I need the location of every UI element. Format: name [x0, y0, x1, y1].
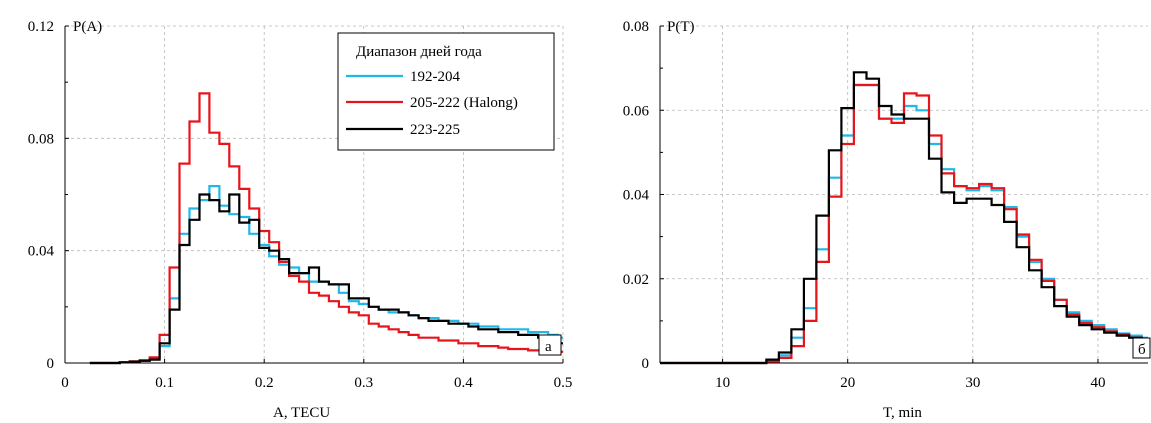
- panel-label-b: б: [1132, 337, 1151, 359]
- y-axis-label-a: P(A): [73, 19, 102, 35]
- panel-label-box-b: [1132, 337, 1151, 359]
- grid-b: [660, 25, 1148, 363]
- chart-panel-a: 0 0.1 0.2 0.3 0.4 0.5 0 0.04 0.08 0.12 P(A) A, TE…: [28, 19, 573, 421]
- tick-labels-a: 0 0.1 0.2 0.3 0.4 0.5 0 0.04 0.08 0.12: [28, 19, 573, 391]
- legend-label-223-225: 223-225: [410, 122, 460, 138]
- x-tick-label: 40: [1090, 375, 1105, 391]
- legend-box: [337, 32, 555, 151]
- series-line-192-204: [89, 185, 563, 365]
- x-tick-label: 0.2: [255, 375, 274, 391]
- series-line-205-222: [89, 92, 563, 365]
- series-lines-a: [89, 92, 563, 365]
- series-lines-b: [660, 71, 1148, 365]
- series-line-223-225: [660, 71, 1148, 365]
- tick-labels-b: 10 20 30 40 0 0.02 0.04 0.06 0.08: [623, 19, 1106, 391]
- x-axis-label-a: A, TECU: [273, 405, 330, 421]
- panel-label-a: а: [538, 334, 562, 356]
- y-axis-label-b: P(T): [667, 19, 695, 35]
- legend-label-192-204: 192-204: [410, 69, 460, 85]
- x-tick-label: 0.5: [554, 375, 573, 391]
- legend-label-205-222: 205-222 (Halong): [410, 95, 518, 111]
- y-tick-label: 0.08: [623, 19, 649, 35]
- x-tick-label: 0.1: [155, 375, 174, 391]
- y-tick-label: 0.04: [623, 188, 650, 204]
- legend-title: Диапазон дней года: [356, 44, 482, 60]
- series-line-205-222: [660, 83, 1148, 365]
- legend: Диапазон дней года 192-204 205-222 (Halo…: [337, 32, 555, 151]
- x-tick-label: 0: [61, 375, 69, 391]
- x-tick-label: 20: [840, 375, 855, 391]
- panel-label-text-b: б: [1138, 342, 1146, 358]
- chart-panel-b: 10 20 30 40 0 0.02 0.04 0.06 0.08 P(T) T, min б: [623, 19, 1151, 421]
- x-tick-label: 0.3: [354, 375, 373, 391]
- y-tick-label: 0.08: [28, 131, 54, 147]
- panel-label-text-a: а: [545, 339, 552, 355]
- y-tick-label: 0.06: [623, 103, 650, 119]
- x-tick-label: 10: [715, 375, 730, 391]
- x-tick-label: 0.4: [454, 375, 473, 391]
- y-tick-label: 0: [47, 356, 55, 372]
- panel-label-box-a: [538, 334, 562, 356]
- y-tick-label: 0.12: [28, 19, 54, 35]
- y-tick-label: 0.02: [623, 272, 649, 288]
- y-tick-label: 0: [642, 356, 650, 372]
- x-axis-label-b: T, min: [883, 405, 922, 421]
- series-line-192-204: [660, 83, 1148, 365]
- y-tick-label: 0.04: [28, 244, 55, 260]
- x-tick-label: 30: [965, 375, 980, 391]
- series-line-223-225: [89, 193, 563, 365]
